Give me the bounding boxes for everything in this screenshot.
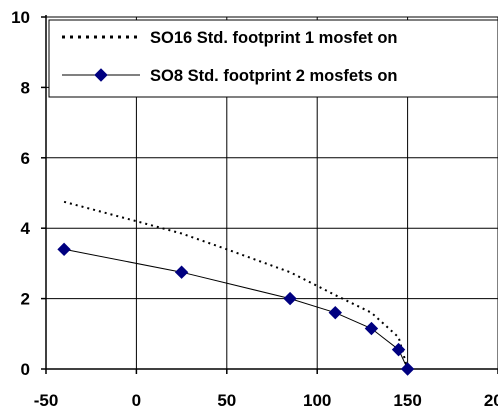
series-line-1 xyxy=(64,248,409,370)
x-tick-label: 100 xyxy=(303,391,331,410)
x-tick-label: 50 xyxy=(217,391,236,410)
x-tick-label: 150 xyxy=(393,391,421,410)
y-tick-label: 0 xyxy=(21,360,30,379)
data-point-marker xyxy=(174,265,189,279)
y-tick-label: 2 xyxy=(21,290,30,309)
axes xyxy=(41,15,498,374)
x-tick-label: 0 xyxy=(132,391,141,410)
data-point-marker xyxy=(364,321,379,336)
data-point-marker xyxy=(283,291,297,306)
data-point-marker xyxy=(57,242,71,257)
series-layer xyxy=(57,200,415,376)
y-tick-label: 10 xyxy=(11,8,30,27)
x-tick-label: 200 xyxy=(484,391,498,410)
x-tick-label: -50 xyxy=(34,391,59,410)
y-tick-label: 6 xyxy=(21,149,30,168)
data-point-marker xyxy=(391,342,406,357)
legend-box xyxy=(48,19,498,98)
legend-label-0: SO16 Std. footprint 1 mosfet on xyxy=(150,29,398,47)
legend: SO16 Std. footprint 1 mosfet on SO8 Std. … xyxy=(48,19,498,98)
legend-marker-1 xyxy=(94,68,108,82)
data-point-marker xyxy=(328,305,342,320)
y-tick-label: 8 xyxy=(21,78,30,97)
data-point-marker xyxy=(400,362,415,376)
y-tick-label: 4 xyxy=(21,219,31,238)
legend-label-1: SO8 Std. footprint 2 mosfets on xyxy=(150,67,398,85)
series-line-0 xyxy=(63,200,409,370)
